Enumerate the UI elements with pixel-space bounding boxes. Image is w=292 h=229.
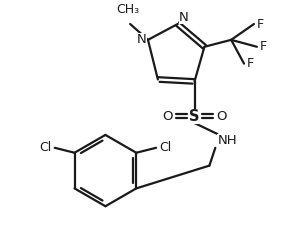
Text: Cl: Cl [39, 141, 52, 154]
Text: Cl: Cl [159, 141, 171, 154]
Text: N: N [137, 33, 147, 46]
Text: F: F [257, 17, 264, 30]
Text: F: F [247, 57, 254, 70]
Text: S: S [189, 109, 200, 124]
Text: N: N [179, 11, 188, 24]
Text: NH: NH [217, 134, 237, 147]
Text: O: O [216, 110, 227, 123]
Text: O: O [163, 110, 173, 123]
Text: CH₃: CH₃ [117, 3, 140, 16]
Text: F: F [260, 40, 267, 53]
